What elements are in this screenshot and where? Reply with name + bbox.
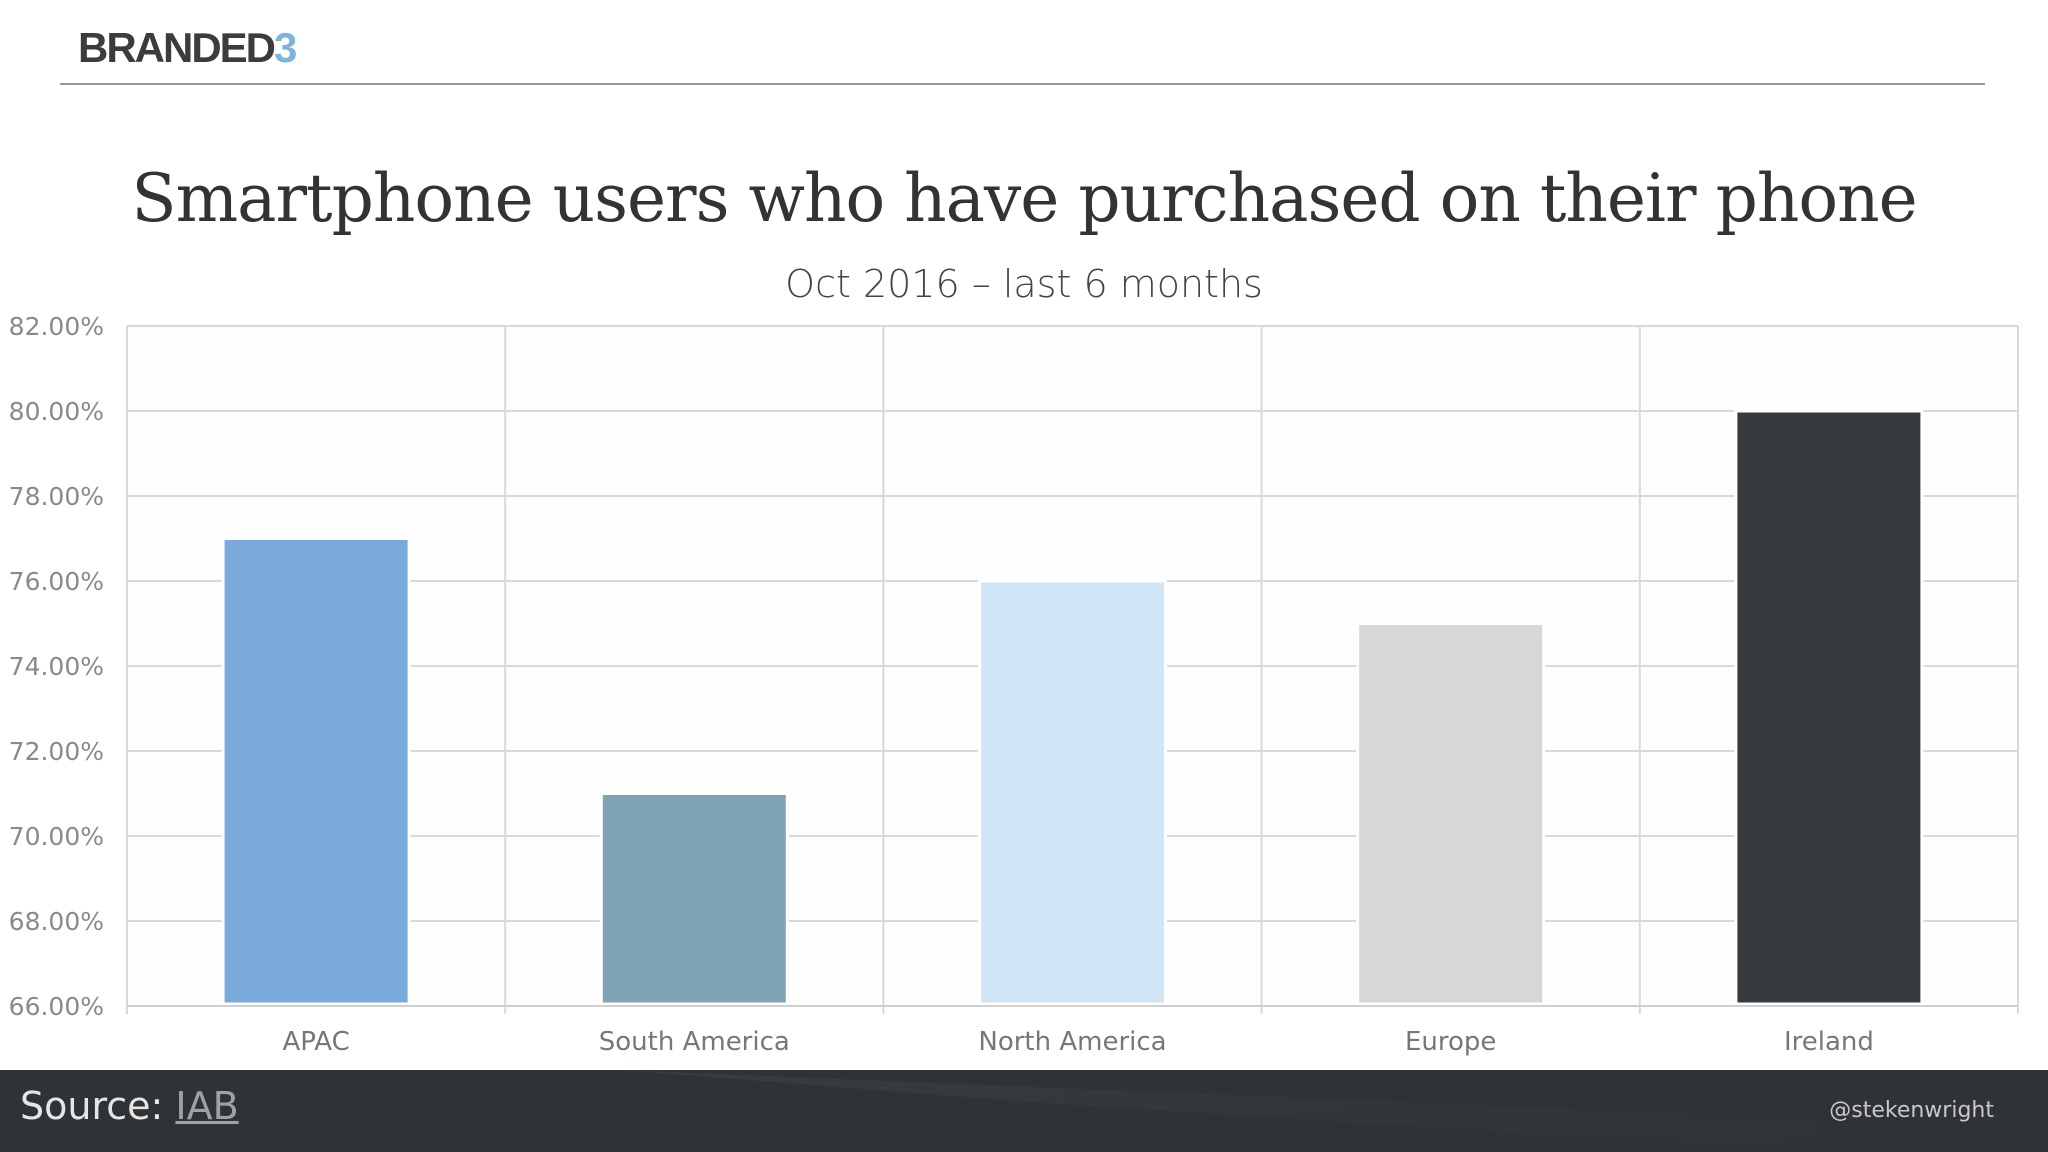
x-tick-label: South America [599, 1027, 790, 1057]
y-tick-label: 70.00% [9, 822, 104, 851]
y-tick-label: 68.00% [9, 907, 104, 936]
author-handle: @stekenwright [1829, 1098, 1994, 1123]
logo-accent: 3 [274, 24, 297, 71]
bar-europe [1356, 622, 1546, 1006]
y-tick-label: 78.00% [9, 482, 104, 511]
footer-decoration [620, 1070, 1820, 1152]
bar-south-america [599, 792, 789, 1006]
y-tick-label: 80.00% [9, 397, 104, 426]
y-tick-label: 74.00% [9, 652, 104, 681]
bar-apac [221, 537, 411, 1006]
chart-subtitle: Oct 2016 – last 6 months [785, 262, 1263, 306]
logo-text: BRANDED [78, 24, 276, 71]
y-tick-label: 82.00% [9, 312, 104, 341]
y-tick-label: 72.00% [9, 737, 104, 766]
chart-title: Smartphone users who have purchased on t… [131, 160, 1917, 237]
header-divider [60, 83, 1985, 85]
brand-logo: BRANDED3 [78, 24, 297, 72]
source-label: Source: [20, 1084, 164, 1128]
x-tick-label: North America [978, 1027, 1166, 1057]
x-tick-label: Europe [1405, 1027, 1496, 1057]
y-tick-label: 76.00% [9, 567, 104, 596]
y-tick-label: 66.00% [9, 992, 104, 1021]
bar-ireland [1734, 409, 1924, 1006]
bar-north-america [978, 579, 1167, 1006]
footer-bar: Source: IAB @stekenwright [0, 1070, 2048, 1152]
source-credit: Source: IAB [20, 1084, 239, 1128]
source-link[interactable]: IAB [175, 1084, 239, 1128]
x-tick-label: APAC [282, 1027, 349, 1057]
bar-chart: 66.00% 68.00% 70.00% 72.00% 74.00% 76.00% 78.0… [9, 312, 2019, 1057]
x-tick-label: Ireland [1784, 1027, 1874, 1057]
